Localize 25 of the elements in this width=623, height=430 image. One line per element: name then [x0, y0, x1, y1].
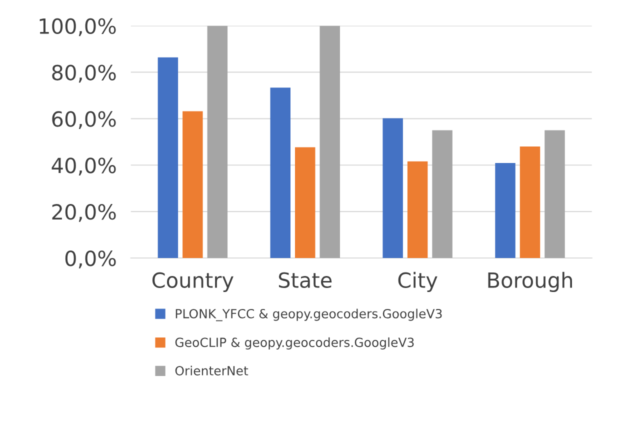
y-tick-label: 60,0% [52, 111, 116, 130]
legend-label: OrienterNet [175, 366, 248, 376]
bar [544, 130, 565, 258]
bar [320, 26, 340, 258]
bar [158, 57, 178, 258]
x-tick-label: State [278, 272, 332, 288]
bar [407, 161, 428, 258]
bar [270, 88, 290, 258]
x-tick-label: Country [152, 272, 234, 292]
x-tick-label: Borough [488, 272, 572, 292]
bar [495, 163, 516, 258]
bar [182, 111, 203, 258]
y-tick-label: 40,0% [52, 158, 116, 176]
x-tick-label: City [398, 272, 438, 292]
bar [295, 147, 316, 258]
y-tick-label: 80,0% [52, 64, 116, 83]
y-tick-label: 100,0% [40, 18, 116, 36]
y-tick-label: 20,0% [52, 204, 116, 222]
legend-label: GeoCLIP & geopy.geocoders.GoogleV3 [175, 337, 414, 350]
bar [207, 26, 228, 258]
bar [432, 130, 452, 258]
legend-label: PLONK_YFCC & geopy.geocoders.GoogleV3 [176, 308, 442, 322]
y-tick-label: 0,0% [65, 250, 116, 268]
bar [382, 118, 403, 258]
bar [520, 146, 540, 258]
